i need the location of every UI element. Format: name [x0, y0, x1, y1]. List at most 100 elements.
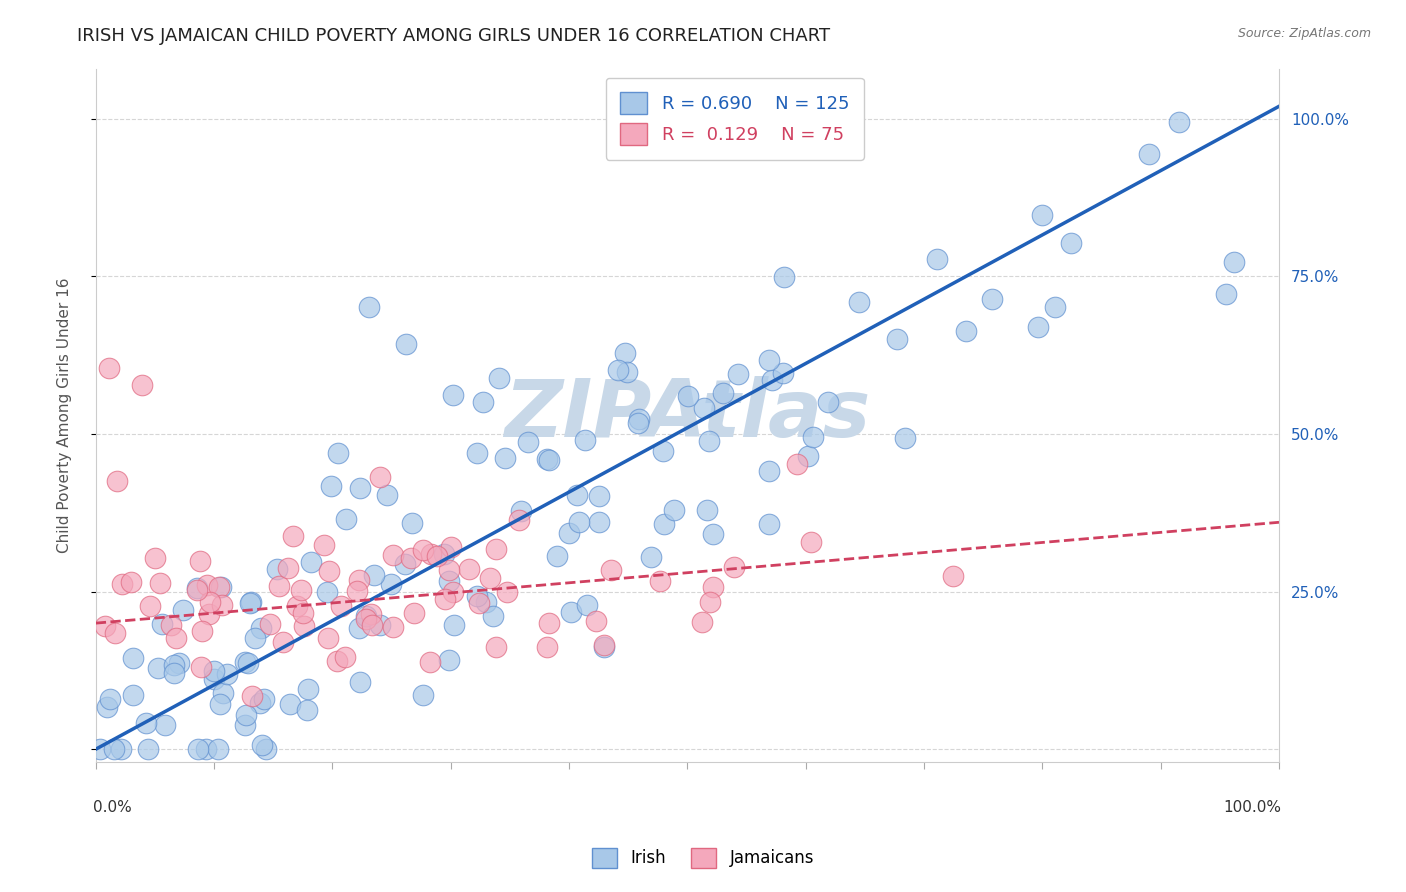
- Point: [479, 571, 502, 585]
- Text: 100.0%: 100.0%: [1223, 800, 1281, 815]
- Point: [209, 580, 232, 594]
- Point: [122, 688, 145, 702]
- Point: [886, 332, 908, 346]
- Point: [361, 618, 384, 632]
- Point: [510, 504, 533, 518]
- Point: [1215, 287, 1237, 301]
- Point: [188, 554, 211, 568]
- Point: [333, 649, 356, 664]
- Point: [546, 549, 568, 564]
- Point: [316, 584, 339, 599]
- Point: [146, 661, 169, 675]
- Point: [394, 557, 416, 571]
- Point: [465, 589, 488, 603]
- Point: [138, 742, 160, 756]
- Point: [801, 430, 824, 444]
- Point: [485, 640, 508, 654]
- Point: [676, 389, 699, 403]
- Point: [150, 617, 173, 632]
- Point: [381, 548, 404, 562]
- Point: [254, 742, 277, 756]
- Point: [925, 252, 948, 266]
- Point: [693, 401, 716, 415]
- Point: [233, 718, 256, 732]
- Point: [652, 517, 675, 532]
- Point: [297, 681, 319, 696]
- Point: [727, 368, 749, 382]
- Point: [980, 293, 1002, 307]
- Point: [600, 563, 623, 577]
- Point: [100, 691, 122, 706]
- Point: [122, 651, 145, 665]
- Point: [485, 541, 508, 556]
- Point: [249, 696, 271, 710]
- Point: [942, 569, 965, 583]
- Point: [131, 377, 153, 392]
- Point: [758, 516, 780, 531]
- Point: [697, 434, 720, 449]
- Point: [202, 672, 225, 686]
- Point: [318, 564, 340, 578]
- Point: [349, 621, 371, 635]
- Point: [614, 346, 637, 360]
- Point: [294, 618, 316, 632]
- Point: [441, 585, 464, 599]
- Point: [443, 618, 465, 632]
- Point: [536, 640, 558, 654]
- Point: [433, 547, 456, 561]
- Point: [382, 620, 405, 634]
- Point: [434, 591, 457, 606]
- Point: [488, 371, 510, 385]
- Point: [120, 575, 142, 590]
- Point: [111, 577, 134, 591]
- Point: [426, 549, 449, 563]
- Point: [723, 559, 745, 574]
- Point: [349, 675, 371, 690]
- Point: [628, 412, 651, 426]
- Point: [399, 550, 422, 565]
- Point: [266, 562, 288, 576]
- Point: [211, 598, 233, 612]
- Point: [537, 615, 560, 630]
- Point: [186, 582, 208, 596]
- Point: [517, 435, 540, 450]
- Point: [1137, 146, 1160, 161]
- Point: [1222, 255, 1244, 269]
- Point: [380, 577, 402, 591]
- Point: [702, 526, 724, 541]
- Point: [204, 665, 226, 679]
- Point: [277, 561, 299, 575]
- Legend: R = 0.690    N = 125, R =  0.129    N = 75: R = 0.690 N = 125, R = 0.129 N = 75: [606, 78, 863, 160]
- Point: [105, 474, 128, 488]
- Point: [103, 742, 125, 756]
- Point: [167, 656, 190, 670]
- Point: [467, 446, 489, 460]
- Point: [796, 449, 818, 463]
- Point: [357, 300, 380, 314]
- Point: [209, 698, 232, 712]
- Point: [458, 562, 481, 576]
- Point: [212, 686, 235, 700]
- Point: [259, 617, 281, 632]
- Text: IRISH VS JAMAICAN CHILD POVERTY AMONG GIRLS UNDER 16 CORRELATION CHART: IRISH VS JAMAICAN CHILD POVERTY AMONG GI…: [77, 27, 831, 45]
- Point: [368, 470, 391, 484]
- Point: [1168, 115, 1191, 129]
- Point: [648, 574, 671, 588]
- Point: [894, 431, 917, 445]
- Point: [253, 691, 276, 706]
- Point: [233, 655, 256, 669]
- Point: [238, 656, 260, 670]
- Point: [592, 640, 614, 655]
- Point: [240, 690, 263, 704]
- Point: [437, 563, 460, 577]
- Point: [250, 621, 273, 635]
- Point: [482, 608, 505, 623]
- Point: [404, 606, 426, 620]
- Point: [271, 635, 294, 649]
- Point: [468, 596, 491, 610]
- Point: [190, 660, 212, 674]
- Point: [955, 324, 977, 338]
- Text: ZIPAtlas: ZIPAtlas: [505, 376, 870, 454]
- Point: [347, 573, 370, 587]
- Point: [243, 631, 266, 645]
